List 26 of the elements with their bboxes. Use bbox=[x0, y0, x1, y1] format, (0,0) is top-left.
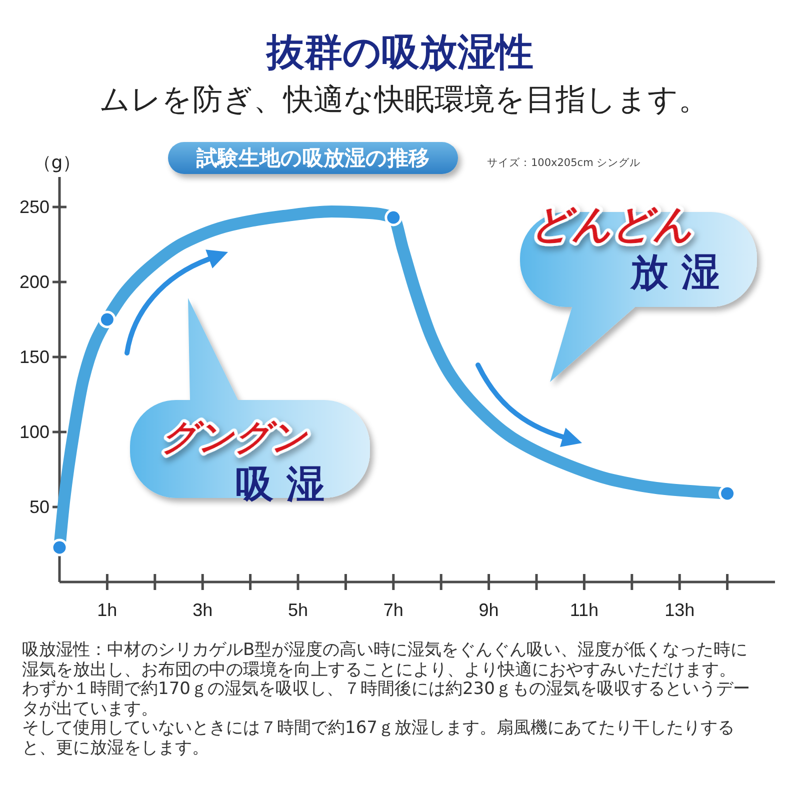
text: 吸放湿性：中材のシリカゲルB型が湿度の高い時に湿気をぐんぐん吸い、湿度が低くなった時に湿気を放出し、お布団の中の環境を向上することにより、より快適におやすみいただけます。 bbox=[22, 640, 749, 680]
y-tick-label: 250 bbox=[19, 197, 50, 217]
x-tick-label: 13h bbox=[664, 600, 695, 620]
text: わずか１時間で約170ｇの湿気を吸収し、７時間後には約230ｇもの湿気を吸収するというデータが出ています。 bbox=[22, 679, 751, 718]
annotation: どんどん bbox=[528, 200, 702, 248]
x-tick-label: 1h bbox=[97, 600, 118, 620]
x-tick-label: 9h bbox=[478, 600, 499, 620]
y-tick-label: 150 bbox=[19, 347, 50, 367]
annotation: グングン bbox=[159, 416, 315, 458]
chart-title: 抜群の吸放湿性 bbox=[266, 30, 534, 74]
annotation: 吸 湿 bbox=[235, 462, 325, 506]
y-tick-label: 200 bbox=[19, 272, 50, 292]
text: 試験生地の吸放湿の推移 bbox=[196, 146, 430, 170]
point bbox=[384, 208, 402, 226]
point bbox=[98, 310, 116, 328]
x-tick-label: 11h bbox=[570, 600, 599, 620]
annotation: 放 湿 bbox=[629, 250, 720, 294]
text: サイズ：100x205cm シングル bbox=[487, 157, 641, 169]
text: そして使用していないときには７時間で約167ｇ放湿します。扇風機にあてたり干したりすると、更に放湿をします。 bbox=[22, 718, 736, 758]
x-tick-label: 5h bbox=[288, 600, 308, 620]
x-tick-label: 7h bbox=[383, 600, 404, 620]
y-tick-label: 50 bbox=[29, 497, 50, 517]
chart-subtitle: ムレを防ぎ、快適な快眠環境を目指します。 bbox=[100, 82, 708, 118]
y-tick-label: 100 bbox=[19, 422, 50, 442]
y-axis-title: （g） bbox=[33, 152, 81, 174]
x-tick-label: 3h bbox=[192, 600, 213, 620]
